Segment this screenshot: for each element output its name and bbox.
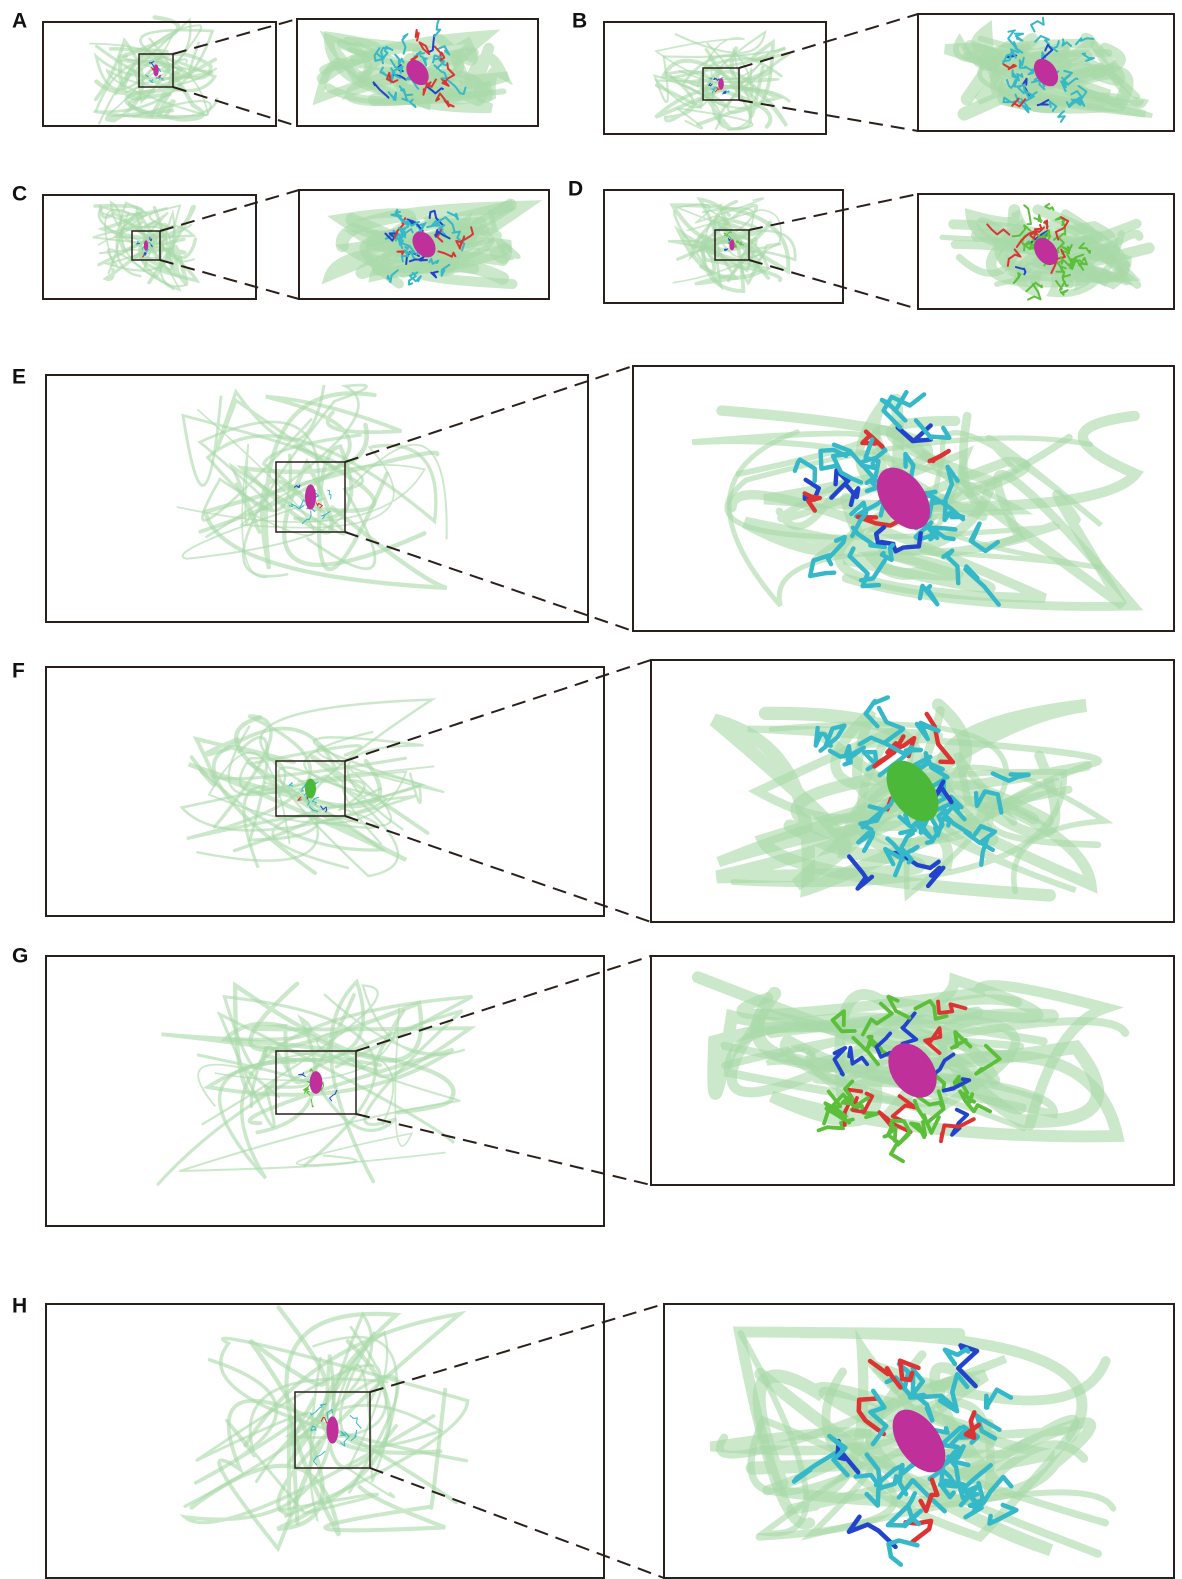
panel-label: F [12, 660, 25, 683]
connector [345, 660, 651, 761]
ligand [729, 240, 734, 251]
protein-ribbon [161, 1019, 380, 1132]
connector [356, 956, 651, 1051]
residue-sticks [328, 490, 331, 499]
ligand [327, 1416, 339, 1443]
ligand [153, 65, 158, 77]
residue-sticks [1031, 18, 1044, 32]
residue-sticks [138, 241, 139, 243]
ligand [305, 779, 316, 799]
panel-label: C [12, 183, 27, 206]
connector [356, 1114, 651, 1185]
panel: D [568, 178, 1174, 309]
connector [749, 194, 918, 230]
residue-sticks [311, 1099, 313, 1107]
residue-sticks [889, 1541, 918, 1565]
panel: F [12, 660, 1174, 922]
panel-label: D [568, 178, 583, 201]
residue-sticks [1015, 34, 1023, 41]
residue-sticks [1024, 205, 1031, 224]
panel-label: H [12, 1295, 27, 1318]
connector [370, 1468, 664, 1578]
connector [173, 19, 297, 54]
panel-label: E [12, 366, 26, 389]
panel-label: B [572, 10, 587, 33]
residue-sticks [350, 1416, 361, 1429]
ligand [718, 78, 724, 90]
panel: A [12, 10, 538, 126]
connector [749, 260, 918, 309]
ligand [305, 484, 316, 509]
ligand [144, 240, 148, 250]
figure: A B C D E F G H [0, 0, 1182, 1579]
panel-label: A [12, 10, 27, 33]
panel-label: G [12, 945, 28, 968]
overview-frame [46, 667, 604, 916]
connector [160, 190, 299, 231]
panel: B [572, 10, 1174, 134]
connector [345, 366, 633, 462]
ligand [310, 1071, 323, 1094]
panel: C [12, 183, 549, 299]
connector [370, 1304, 664, 1392]
panel: E [12, 366, 1174, 631]
panel: H [12, 1295, 1174, 1578]
panel: G [12, 945, 1174, 1226]
